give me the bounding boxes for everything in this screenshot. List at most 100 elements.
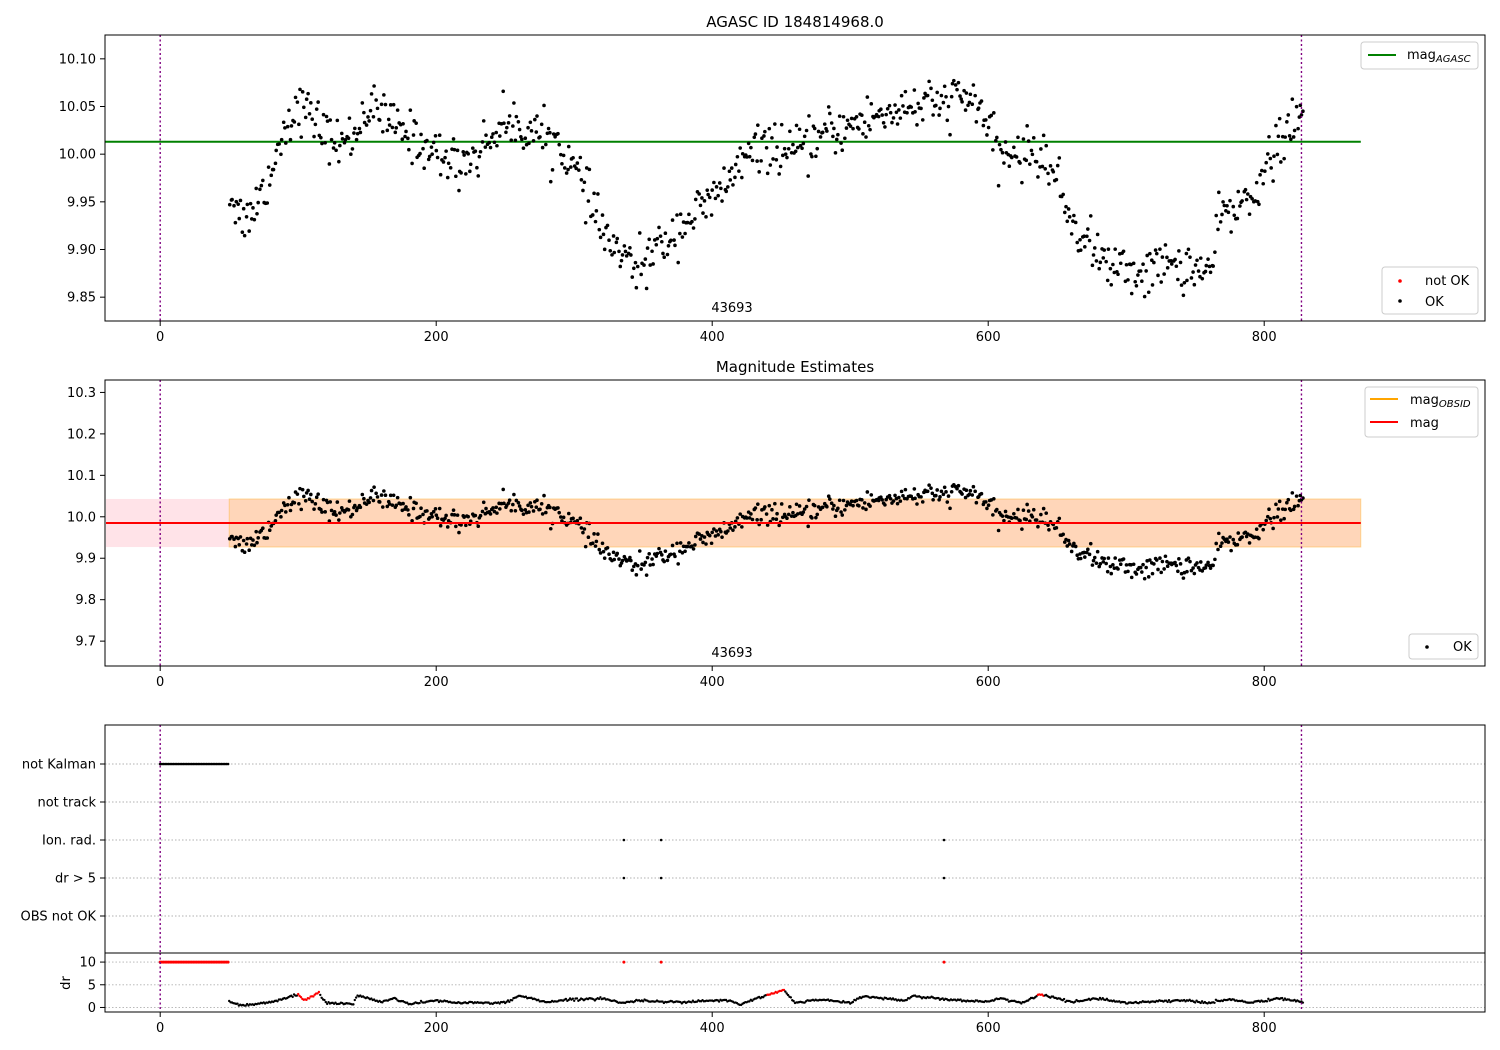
ok-point bbox=[756, 123, 760, 127]
dr-panel-marks bbox=[105, 953, 1485, 1012]
ok-point bbox=[1299, 113, 1304, 117]
ok-point bbox=[849, 499, 854, 504]
ok-point bbox=[232, 203, 236, 208]
ok-point bbox=[952, 78, 956, 83]
ok-point bbox=[1134, 283, 1139, 288]
ok-point bbox=[901, 104, 905, 108]
ok-point bbox=[620, 558, 625, 563]
ok-point bbox=[1000, 514, 1005, 518]
ok-point bbox=[1129, 575, 1134, 580]
ok-point bbox=[825, 504, 829, 509]
ok-point bbox=[1054, 526, 1059, 530]
ok-point bbox=[561, 515, 566, 520]
ok-point bbox=[773, 501, 777, 506]
ok-point bbox=[557, 142, 562, 147]
ok-point bbox=[675, 213, 679, 217]
ok-point bbox=[628, 245, 632, 250]
ok-point bbox=[1225, 203, 1229, 208]
ok-point bbox=[1174, 563, 1179, 568]
ok-point bbox=[831, 134, 835, 139]
ok-point bbox=[778, 164, 783, 169]
ok-point bbox=[372, 84, 376, 88]
ok-point bbox=[629, 558, 633, 563]
ok-point bbox=[1002, 161, 1006, 165]
ok-point bbox=[1154, 558, 1159, 562]
ok-point bbox=[411, 506, 416, 511]
ok-point bbox=[749, 512, 753, 516]
ok-point bbox=[1025, 124, 1029, 128]
ok-point bbox=[1231, 537, 1236, 542]
ok-point bbox=[676, 260, 680, 265]
ok-point bbox=[701, 540, 705, 545]
ok-point bbox=[1291, 135, 1296, 139]
ok-point bbox=[244, 214, 249, 219]
legend-mag-label: mag bbox=[1410, 416, 1439, 431]
ok-point bbox=[313, 502, 318, 506]
ok-point bbox=[922, 96, 926, 100]
ok-point bbox=[1073, 544, 1078, 549]
dr-point bbox=[1194, 1001, 1197, 1004]
ok-point bbox=[1150, 571, 1155, 576]
ok-point bbox=[883, 125, 887, 129]
ok-point bbox=[1198, 560, 1203, 564]
ok-point bbox=[888, 110, 893, 115]
ok-point bbox=[771, 157, 775, 161]
ok-point bbox=[233, 544, 238, 549]
dr-point bbox=[851, 1000, 855, 1004]
dr-x-tick-label: 600 bbox=[976, 1021, 1001, 1036]
ok-point bbox=[251, 206, 255, 210]
ok-point bbox=[1188, 559, 1192, 564]
ok-point bbox=[495, 511, 499, 515]
ok-point bbox=[815, 512, 820, 517]
ok-point bbox=[782, 146, 787, 151]
ok-point bbox=[810, 154, 814, 159]
ok-point bbox=[968, 92, 973, 97]
ok-point bbox=[777, 523, 781, 528]
ok-point bbox=[1182, 280, 1187, 285]
ok-point bbox=[459, 523, 463, 527]
ok-point bbox=[509, 508, 514, 513]
ok-point bbox=[753, 506, 758, 510]
ok-point bbox=[791, 142, 795, 147]
ok-point bbox=[837, 498, 842, 503]
ok-point bbox=[685, 220, 690, 225]
ok-point bbox=[929, 86, 933, 91]
ok-point bbox=[675, 541, 679, 546]
svg-text:magAGASC: magAGASC bbox=[1407, 48, 1471, 65]
ok-point bbox=[1036, 524, 1040, 529]
dr-point bbox=[394, 997, 398, 1001]
ok-point bbox=[1109, 283, 1114, 287]
ok-point bbox=[1247, 541, 1252, 545]
dr-point bbox=[782, 988, 786, 992]
ok-point bbox=[644, 286, 649, 291]
ok-point bbox=[279, 508, 284, 513]
ok-point bbox=[285, 503, 290, 507]
ok-point bbox=[516, 500, 521, 505]
ok-point bbox=[388, 103, 393, 107]
ok-point bbox=[1098, 562, 1103, 566]
ok-point bbox=[1034, 518, 1039, 522]
ok-point bbox=[687, 541, 691, 545]
flag-row-label: Ion. rad. bbox=[42, 834, 96, 849]
ok-point bbox=[862, 120, 867, 125]
ok-point bbox=[785, 155, 789, 160]
ok-point bbox=[964, 488, 969, 493]
ok-point bbox=[1159, 280, 1164, 284]
ok-point bbox=[1009, 155, 1014, 160]
ok-point bbox=[915, 502, 919, 506]
ok-point bbox=[327, 519, 332, 523]
ok-point bbox=[759, 517, 763, 522]
ok-point bbox=[387, 123, 392, 127]
ok-point bbox=[1267, 507, 1271, 512]
ok-point bbox=[1016, 507, 1020, 512]
ok-point bbox=[560, 161, 564, 166]
ok-point bbox=[1211, 563, 1215, 568]
ok-point bbox=[408, 108, 413, 112]
ok-point bbox=[786, 146, 791, 151]
ok-point bbox=[1048, 164, 1053, 168]
ok-point bbox=[531, 509, 536, 513]
ok-point bbox=[944, 94, 948, 99]
ok-point bbox=[1046, 171, 1050, 176]
ok-point bbox=[1116, 272, 1120, 277]
agasc-x-tick-label: 400 bbox=[700, 330, 725, 345]
